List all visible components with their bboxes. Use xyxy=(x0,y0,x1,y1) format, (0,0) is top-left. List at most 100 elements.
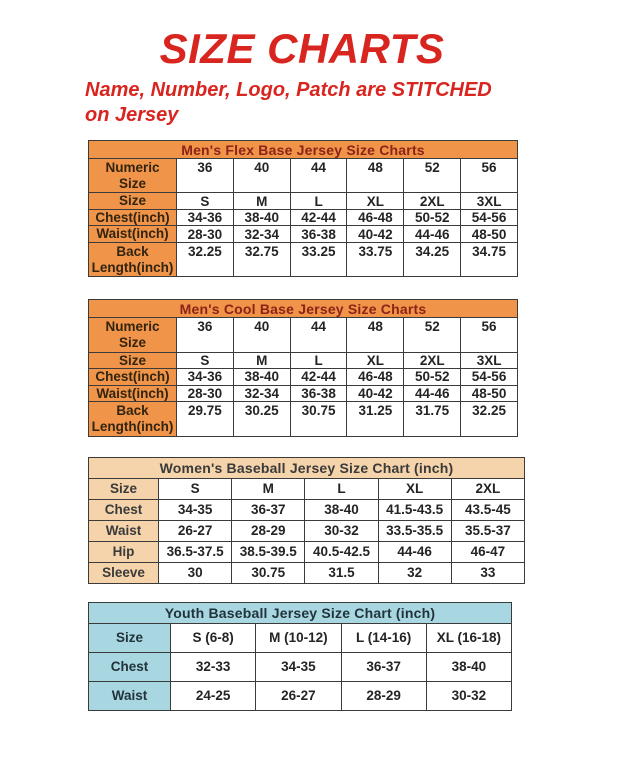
mens-flex-base-size-cell: 32.25 xyxy=(176,241,234,278)
womens-baseball-size-cell: 30.75 xyxy=(231,561,306,584)
mens-flex-base-size-cell: 38-40 xyxy=(232,208,291,227)
mens-flex-base-size-cell: M xyxy=(232,192,291,210)
mens-cool-base-size-cell: 42-44 xyxy=(289,368,348,386)
womens-baseball-size-cell: 46-47 xyxy=(450,540,526,563)
womens-baseball-size-cell: 32 xyxy=(377,561,452,584)
womens-baseball-size-cell: S xyxy=(157,477,233,500)
mens-cool-base-table-block: Men's Cool Base Jersey Size Charts Numeri… xyxy=(88,299,604,437)
youth-baseball-size-cell: 30-32 xyxy=(425,680,513,711)
mens-cool-base-size-cell: 29.75 xyxy=(176,401,234,437)
womens-baseball-row-label: Hip xyxy=(88,540,159,563)
mens-cool-base-size-cell: 54-56 xyxy=(460,368,518,386)
mens-cool-base-size-cell: 32.25 xyxy=(460,401,518,437)
mens-cool-base-size-cell: 56 xyxy=(460,317,518,353)
mens-flex-base-table: Men's Flex Base Jersey Size Charts Numeri… xyxy=(88,140,518,278)
mens-cool-base-size-cell: 44-46 xyxy=(403,384,462,403)
mens-flex-base-size-cell: 44-46 xyxy=(403,225,462,243)
womens-baseball-row-label: Sleeve xyxy=(88,561,159,584)
mens-flex-base-row-label: Chest(inch) xyxy=(88,208,177,227)
womens-baseball-size-cell: 28-29 xyxy=(231,519,306,542)
womens-baseball-size-cell: 30 xyxy=(157,561,233,584)
youth-baseball-table-title: Youth Baseball Jersey Size Chart (inch) xyxy=(88,601,512,624)
mens-cool-base-size-cell: 40-42 xyxy=(346,384,405,403)
mens-cool-base-size-cell: 52 xyxy=(403,317,462,353)
mens-flex-base-size-cell: 34.75 xyxy=(460,241,518,278)
womens-baseball-size-cell: 26-27 xyxy=(157,519,233,542)
youth-baseball-size-cell: 36-37 xyxy=(340,651,427,682)
womens-baseball-table-block: Women's Baseball Jersey Size Chart (inch… xyxy=(88,456,604,584)
mens-cool-base-size-cell: 40 xyxy=(232,317,291,353)
youth-baseball-size-cell: M (10-12) xyxy=(255,622,342,653)
mens-cool-base-size-cell: 50-52 xyxy=(403,368,462,386)
youth-baseball-row-label: Waist xyxy=(88,680,171,711)
mens-flex-base-size-cell: 42-44 xyxy=(289,208,348,227)
mens-flex-base-size-cell: 28-30 xyxy=(176,225,234,243)
womens-baseball-size-cell: 33 xyxy=(450,561,526,584)
mens-cool-base-row-label: Size xyxy=(88,351,177,370)
mens-cool-base-size-cell: XL xyxy=(346,351,405,370)
mens-flex-base-row-label: Size xyxy=(88,192,177,210)
size-chart-sheet: SIZE CHARTS Name, Number, Logo, Patch ar… xyxy=(0,26,604,711)
womens-baseball-size-cell: 38.5-39.5 xyxy=(231,540,306,563)
mens-flex-base-size-cell: 33.25 xyxy=(289,241,348,278)
mens-flex-base-row-label: Back Length(inch) xyxy=(88,241,177,278)
womens-baseball-size-cell: 31.5 xyxy=(304,561,379,584)
subtitle-line-1: Name, Number, Logo, Patch are STITCHED xyxy=(85,79,492,101)
mens-cool-base-size-cell: 31.75 xyxy=(403,401,462,437)
youth-baseball-table-block: Youth Baseball Jersey Size Chart (inch) S… xyxy=(88,601,604,711)
womens-baseball-row-label: Size xyxy=(88,477,159,500)
mens-cool-base-size-cell: 38-40 xyxy=(232,368,291,386)
womens-baseball-size-cell: 40.5-42.5 xyxy=(304,540,379,563)
mens-flex-base-size-cell: 40 xyxy=(232,157,291,194)
womens-baseball-size-cell: M xyxy=(231,477,306,500)
mens-cool-base-size-cell: L xyxy=(289,351,348,370)
page-title: SIZE CHARTS xyxy=(159,25,445,72)
mens-cool-base-row-label: Waist(inch) xyxy=(88,384,177,403)
mens-cool-base-row-label: Back Length(inch) xyxy=(88,401,177,437)
womens-baseball-size-cell: 2XL xyxy=(450,477,526,500)
mens-flex-base-row-label: Waist(inch) xyxy=(88,225,177,243)
youth-baseball-size-cell: 32-33 xyxy=(169,651,257,682)
mens-flex-base-size-cell: 46-48 xyxy=(346,208,405,227)
womens-baseball-row-label: Waist xyxy=(88,519,159,542)
mens-cool-base-size-cell: 3XL xyxy=(460,351,518,370)
mens-cool-base-size-cell: 28-30 xyxy=(176,384,234,403)
mens-flex-base-size-cell: 36-38 xyxy=(289,225,348,243)
womens-baseball-size-cell: 43.5-45 xyxy=(450,498,526,521)
mens-flex-base-size-cell: 2XL xyxy=(403,192,462,210)
womens-baseball-size-cell: 33.5-35.5 xyxy=(377,519,452,542)
mens-cool-base-size-cell: 44 xyxy=(289,317,348,353)
youth-baseball-size-cell: S (6-8) xyxy=(169,622,257,653)
mens-cool-base-row-label: Chest(inch) xyxy=(88,368,177,386)
womens-baseball-table-title: Women's Baseball Jersey Size Chart (inch… xyxy=(88,456,525,479)
mens-flex-base-table-title: Men's Flex Base Jersey Size Charts xyxy=(88,140,518,159)
mens-cool-base-size-cell: 30.75 xyxy=(289,401,348,437)
mens-flex-base-size-cell: 34-36 xyxy=(176,208,234,227)
youth-baseball-size-cell: 24-25 xyxy=(169,680,257,711)
mens-cool-base-table-title: Men's Cool Base Jersey Size Charts xyxy=(88,299,518,319)
mens-flex-base-size-cell: XL xyxy=(346,192,405,210)
mens-flex-base-size-cell: 3XL xyxy=(460,192,518,210)
mens-flex-base-size-cell: L xyxy=(289,192,348,210)
mens-cool-base-size-cell: 32-34 xyxy=(232,384,291,403)
mens-cool-base-table: Men's Cool Base Jersey Size Charts Numeri… xyxy=(88,299,518,437)
youth-baseball-size-cell: 38-40 xyxy=(425,651,513,682)
womens-baseball-size-cell: 35.5-37 xyxy=(450,519,526,542)
mens-flex-base-size-cell: 48 xyxy=(346,157,405,194)
mens-flex-base-row-label: Numeric Size xyxy=(88,157,177,194)
womens-baseball-size-cell: 41.5-43.5 xyxy=(377,498,452,521)
youth-baseball-size-cell: XL (16-18) xyxy=(425,622,513,653)
womens-baseball-row-label: Chest xyxy=(88,498,159,521)
mens-cool-base-size-cell: M xyxy=(232,351,291,370)
mens-cool-base-size-cell: 36 xyxy=(176,317,234,353)
womens-baseball-size-cell: 44-46 xyxy=(377,540,452,563)
youth-baseball-row-label: Chest xyxy=(88,651,171,682)
youth-baseball-size-cell: 26-27 xyxy=(255,680,342,711)
mens-cool-base-size-cell: 2XL xyxy=(403,351,462,370)
subtitle-line-2: on Jersey xyxy=(85,104,179,126)
womens-baseball-size-cell: 36-37 xyxy=(231,498,306,521)
mens-cool-base-size-cell: 31.25 xyxy=(346,401,405,437)
youth-baseball-size-cell: 34-35 xyxy=(255,651,342,682)
mens-cool-base-size-cell: 34-36 xyxy=(176,368,234,386)
mens-flex-base-size-cell: 52 xyxy=(403,157,462,194)
